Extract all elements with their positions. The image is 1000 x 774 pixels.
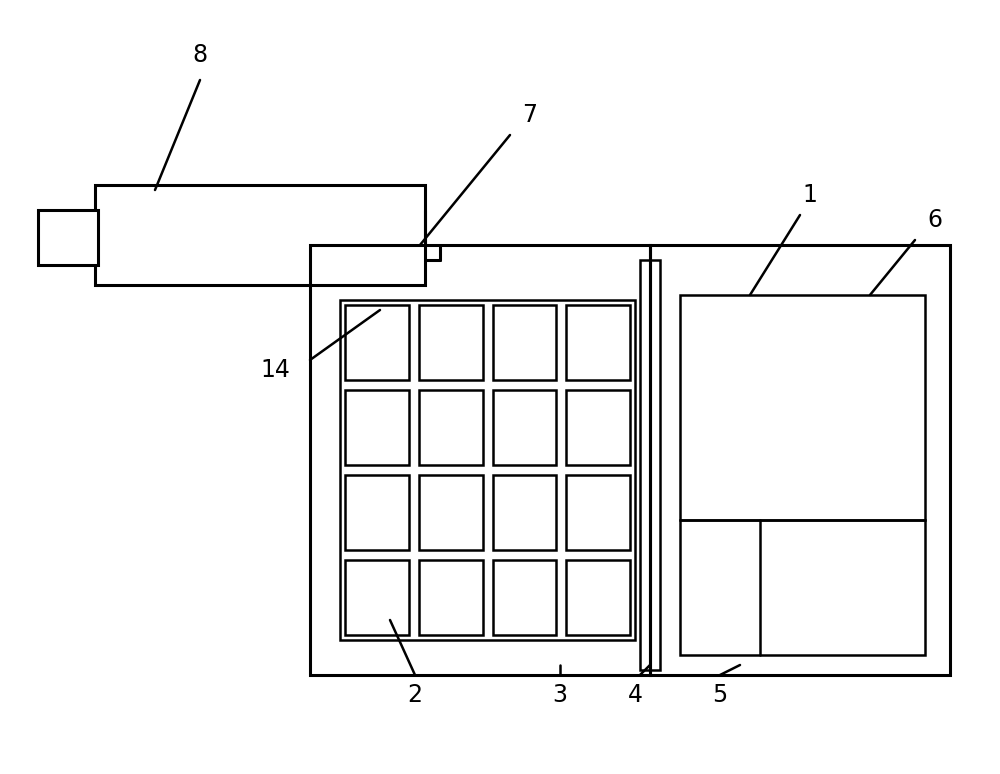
Bar <box>566 390 630 465</box>
Bar <box>492 560 556 635</box>
Bar <box>492 390 556 465</box>
Bar <box>95 185 425 285</box>
Text: 5: 5 <box>712 683 728 707</box>
Bar <box>492 305 556 380</box>
Bar <box>419 475 482 550</box>
Text: 7: 7 <box>522 103 538 127</box>
Text: 6: 6 <box>928 208 942 232</box>
Text: 14: 14 <box>260 358 290 382</box>
Bar <box>419 560 482 635</box>
Bar <box>340 300 635 640</box>
Bar <box>345 390 409 465</box>
Bar <box>566 305 630 380</box>
Text: 2: 2 <box>408 683 422 707</box>
Bar <box>566 475 630 550</box>
Text: 8: 8 <box>192 43 208 67</box>
Text: 4: 4 <box>628 683 642 707</box>
Bar <box>640 260 660 670</box>
Bar <box>345 560 409 635</box>
Text: 3: 3 <box>552 683 568 707</box>
Bar <box>419 390 482 465</box>
Bar <box>345 475 409 550</box>
Bar <box>650 245 950 675</box>
Bar <box>419 305 482 380</box>
Bar <box>38 210 98 265</box>
Bar <box>680 520 925 655</box>
Bar <box>566 560 630 635</box>
Bar <box>492 475 556 550</box>
Bar <box>310 245 650 675</box>
Bar <box>345 305 409 380</box>
Text: 1: 1 <box>803 183 817 207</box>
Bar <box>680 295 925 520</box>
